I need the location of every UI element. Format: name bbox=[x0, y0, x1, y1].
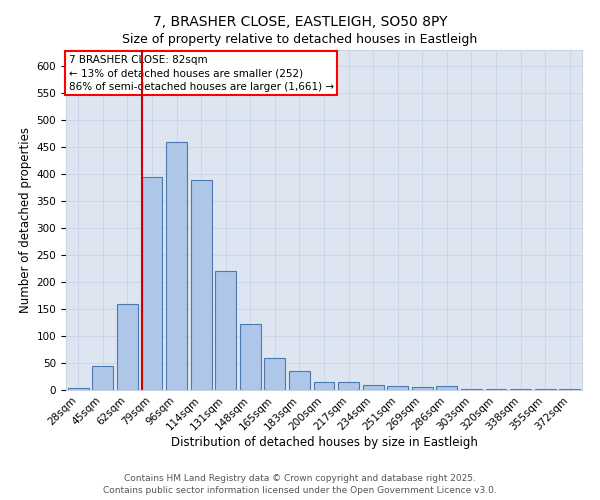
Bar bbox=[461, 389, 482, 390]
Bar bbox=[191, 180, 212, 390]
Bar bbox=[215, 272, 236, 390]
Bar bbox=[338, 382, 359, 390]
Bar bbox=[314, 382, 334, 390]
Bar bbox=[387, 386, 408, 390]
Bar bbox=[117, 304, 138, 390]
Bar bbox=[166, 142, 187, 390]
Text: Contains HM Land Registry data © Crown copyright and database right 2025.
Contai: Contains HM Land Registry data © Crown c… bbox=[103, 474, 497, 495]
Bar bbox=[412, 388, 433, 390]
X-axis label: Distribution of detached houses by size in Eastleigh: Distribution of detached houses by size … bbox=[170, 436, 478, 449]
Text: 7, BRASHER CLOSE, EASTLEIGH, SO50 8PY: 7, BRASHER CLOSE, EASTLEIGH, SO50 8PY bbox=[153, 15, 447, 29]
Bar bbox=[362, 384, 383, 390]
Bar bbox=[92, 366, 113, 390]
Bar bbox=[289, 371, 310, 390]
Bar bbox=[142, 177, 163, 390]
Bar bbox=[240, 324, 261, 390]
Text: Size of property relative to detached houses in Eastleigh: Size of property relative to detached ho… bbox=[122, 32, 478, 46]
Bar bbox=[68, 388, 89, 390]
Text: 7 BRASHER CLOSE: 82sqm
← 13% of detached houses are smaller (252)
86% of semi-de: 7 BRASHER CLOSE: 82sqm ← 13% of detached… bbox=[68, 55, 334, 92]
Bar bbox=[265, 358, 286, 390]
Bar bbox=[436, 386, 457, 390]
Y-axis label: Number of detached properties: Number of detached properties bbox=[19, 127, 32, 313]
